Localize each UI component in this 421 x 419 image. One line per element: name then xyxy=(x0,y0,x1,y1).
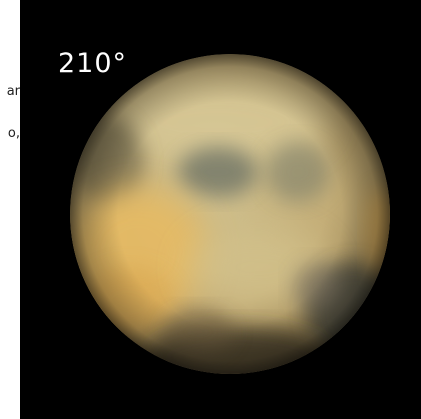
cropped-side-text-1: ar xyxy=(6,84,20,99)
planet-sphere xyxy=(70,54,390,374)
rotation-angle-label: 210° xyxy=(58,48,128,79)
cropped-side-text-2: o, xyxy=(7,126,20,141)
planet-image-panel: 210° xyxy=(20,0,421,419)
